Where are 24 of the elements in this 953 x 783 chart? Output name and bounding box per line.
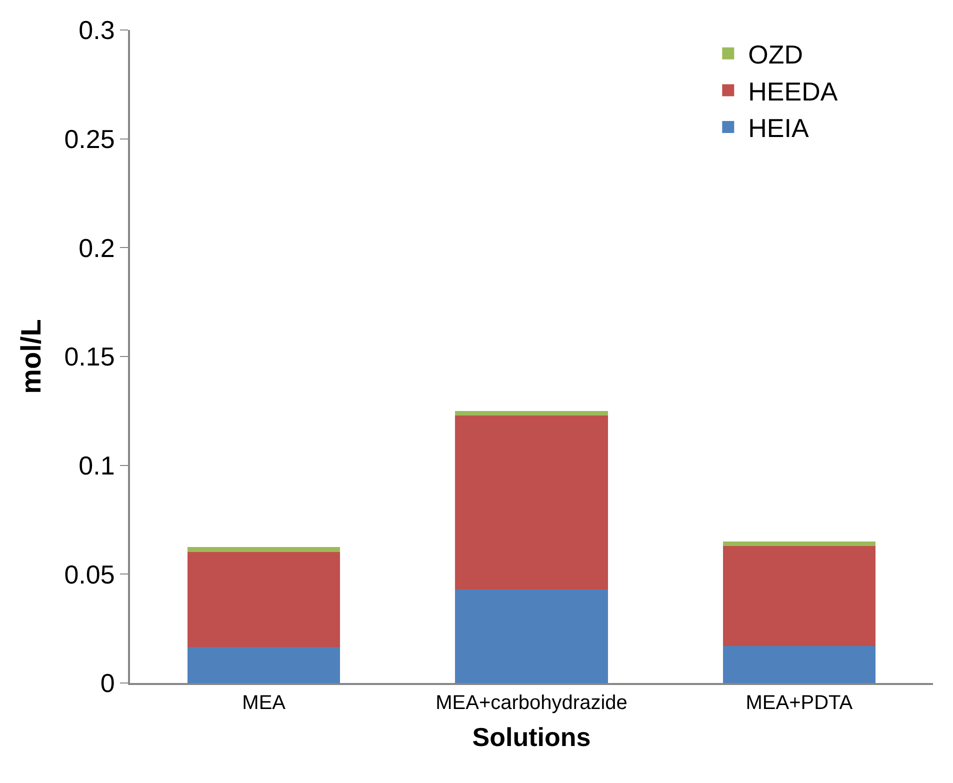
bar — [722, 542, 876, 546]
bar — [188, 552, 340, 648]
bar — [455, 410, 608, 416]
bar — [188, 647, 340, 683]
y-tick-label: 0.05 — [64, 559, 115, 590]
bar — [722, 546, 876, 646]
bar — [455, 589, 608, 683]
legend-label: HEIA — [748, 113, 810, 144]
y-tick-label: 0.3 — [78, 15, 115, 46]
x-tick-label: MEA+carbohydrazide — [436, 692, 628, 714]
y-tick-label: 0.15 — [64, 342, 115, 372]
bar — [188, 546, 340, 552]
y-tick-label: 0.2 — [78, 232, 115, 263]
x-tick-label: MEA — [242, 692, 286, 714]
bar — [722, 646, 876, 683]
legend-label: OZD — [748, 40, 804, 70]
y-tick-label: 0 — [100, 668, 115, 698]
y-tick-label: 0.1 — [78, 450, 115, 480]
y-axis-title: mol/L — [15, 319, 46, 394]
bar — [455, 415, 608, 590]
legend-label: HEEDA — [748, 76, 838, 106]
y-tick-label: 0.25 — [64, 124, 115, 154]
x-axis-title: Solutions — [472, 722, 591, 752]
x-tick-label: MEA+PDTA — [746, 692, 854, 714]
